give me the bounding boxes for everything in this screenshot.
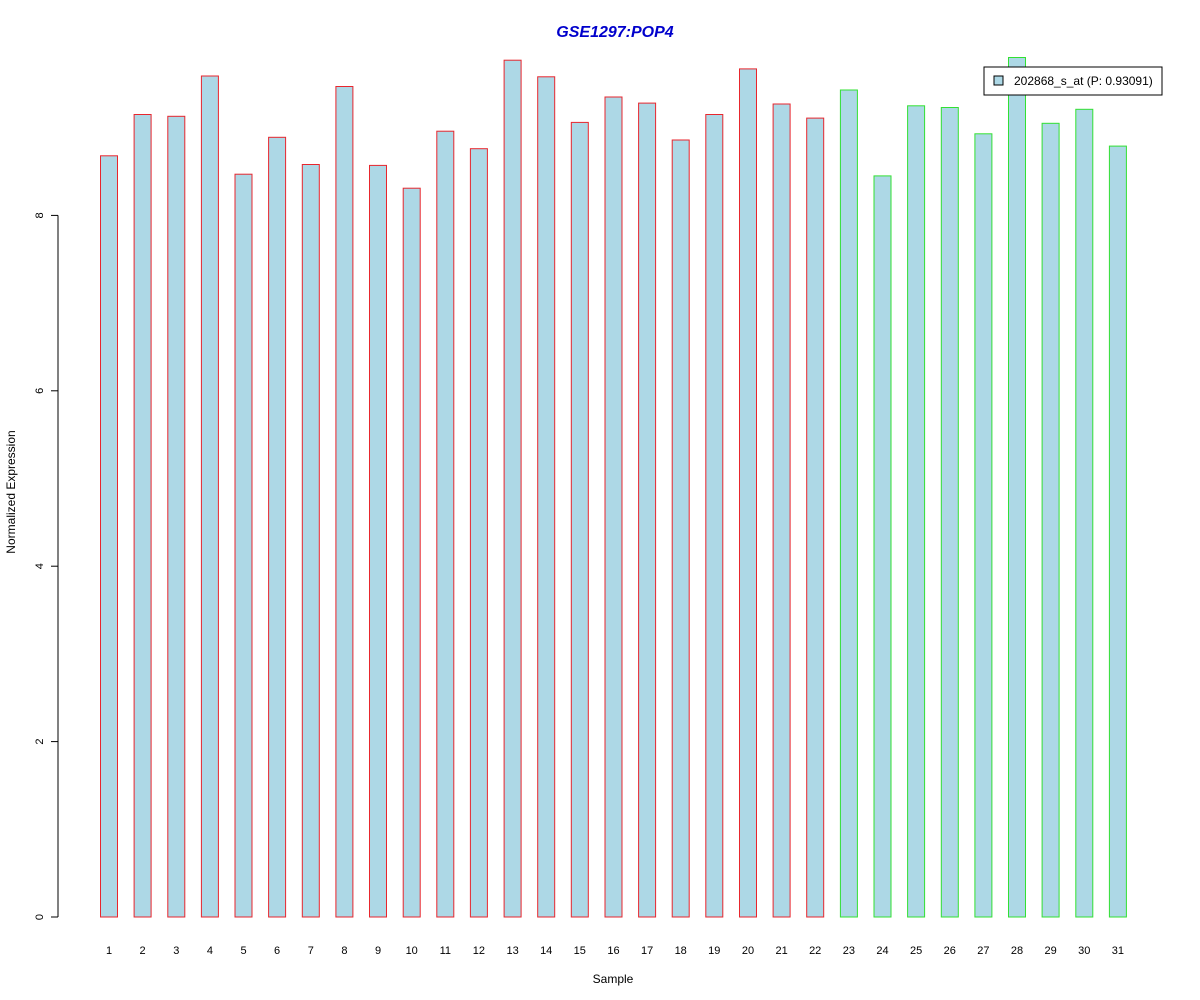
bar-sample-30 — [1075, 108, 1094, 918]
x-tick-label: 23 — [843, 945, 855, 957]
x-tick-label: 25 — [910, 945, 922, 957]
x-tick-label: 16 — [607, 945, 619, 957]
bar-sample-10 — [402, 187, 421, 918]
x-tick-label: 20 — [742, 945, 754, 957]
bar-sample-20 — [739, 68, 757, 918]
bar-sample-24 — [873, 175, 892, 918]
bar-sample-17 — [638, 102, 657, 918]
x-tick-label: 1 — [106, 945, 112, 957]
y-tick-label: 6 — [34, 388, 46, 394]
bar-sample-12 — [469, 148, 488, 918]
bar-sample-2 — [133, 114, 152, 918]
x-tick-label: 2 — [140, 945, 146, 957]
bar-sample-21 — [772, 103, 791, 918]
bar-sample-3 — [167, 115, 186, 918]
y-tick-label: 4 — [34, 563, 46, 569]
x-tick-label: 7 — [308, 945, 314, 957]
x-tick-label: 3 — [173, 945, 179, 957]
legend-swatch — [993, 75, 1004, 86]
bar-sample-1 — [100, 155, 118, 918]
x-tick-label: 18 — [675, 945, 687, 957]
bar-sample-7 — [301, 164, 320, 918]
y-tick-label: 2 — [34, 739, 46, 745]
bar-sample-13 — [503, 59, 522, 918]
x-tick-label: 9 — [375, 945, 381, 957]
legend-label: 202868_s_at (P: 0.93091) — [1014, 74, 1153, 88]
x-tick-label: 24 — [876, 945, 888, 957]
x-tick-label: 30 — [1078, 945, 1090, 957]
bar-sample-11 — [436, 130, 455, 918]
x-tick-label: 13 — [506, 945, 518, 957]
x-tick-label: 31 — [1112, 945, 1124, 957]
y-axis: 0 2 4 6 8 — [34, 212, 59, 920]
legend: 202868_s_at (P: 0.93091) — [983, 66, 1163, 96]
x-tick-label: 28 — [1011, 945, 1023, 957]
x-tick-label: 8 — [341, 945, 347, 957]
x-tick-label: 21 — [775, 945, 787, 957]
chart-title: GSE1297:POP4 — [556, 24, 674, 41]
x-tick-label: 14 — [540, 945, 552, 957]
x-tick-label: 5 — [240, 945, 246, 957]
bar-sample-6 — [268, 136, 287, 918]
x-tick-label: 10 — [406, 945, 418, 957]
bar-sample-22 — [806, 117, 825, 918]
x-tick-label: 27 — [977, 945, 989, 957]
y-tick-label: 0 — [34, 914, 46, 920]
bars-group — [100, 57, 1127, 918]
x-tick-label: 17 — [641, 945, 653, 957]
x-tick-label: 11 — [440, 945, 451, 957]
bar-sample-15 — [570, 121, 589, 918]
bar-sample-19 — [705, 114, 724, 918]
bar-sample-28 — [1008, 57, 1026, 918]
bar-sample-26 — [940, 107, 959, 918]
legend-box — [983, 66, 1163, 96]
x-tick-label: 22 — [809, 945, 821, 957]
bar-sample-4 — [200, 75, 219, 918]
y-tick-label: 8 — [34, 212, 46, 218]
x-tick-label: 6 — [274, 945, 280, 957]
bar-sample-23 — [839, 89, 858, 918]
x-tick-label: 4 — [207, 945, 213, 957]
x-tick-label: 26 — [944, 945, 956, 957]
x-tick-label: 29 — [1044, 945, 1056, 957]
x-axis-title: Sample — [593, 972, 634, 986]
bar-sample-27 — [974, 133, 993, 918]
bar-sample-29 — [1041, 122, 1060, 918]
x-tick-label: 15 — [574, 945, 586, 957]
bar-sample-8 — [335, 86, 354, 918]
bar-sample-9 — [369, 164, 387, 918]
x-tick-label: 12 — [473, 945, 485, 957]
bar-sample-18 — [671, 139, 690, 918]
bar-sample-16 — [604, 96, 623, 918]
x-axis-labels: 1 2 3 4 5 6 7 8 9 10 11 12 13 14 15 16 17 18 19 20 21 22 23 24 2… — [106, 945, 1124, 957]
x-tick-label: 19 — [708, 945, 720, 957]
bar-sample-14 — [537, 76, 556, 918]
bar-sample-5 — [234, 173, 253, 918]
bar-sample-25 — [907, 105, 926, 918]
y-axis-title: Normalized Expression — [4, 430, 18, 553]
bar-sample-31 — [1108, 145, 1127, 918]
